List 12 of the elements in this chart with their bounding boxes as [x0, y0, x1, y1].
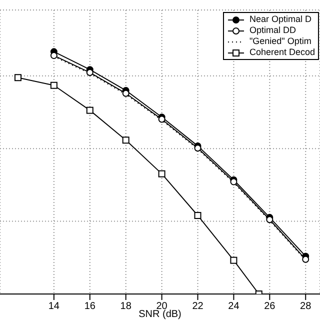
x-tick-label: 26 [264, 301, 276, 312]
x-tick-label: 22 [192, 301, 204, 312]
legend-label: Optimal DD [249, 25, 296, 36]
legend-label: Near Optimal D [249, 14, 312, 25]
x-tick-label: 18 [120, 301, 132, 312]
legend-label: "Genied" Optim [249, 36, 312, 47]
x-tick-label: 24 [228, 301, 240, 312]
x-tick-label: 14 [48, 301, 60, 312]
x-tick-label: 28 [300, 301, 312, 312]
x-tick-label: 16 [84, 301, 96, 312]
x-axis-title: SNR (dB) [138, 309, 182, 320]
legend-label: Coherent Decod [249, 47, 315, 58]
